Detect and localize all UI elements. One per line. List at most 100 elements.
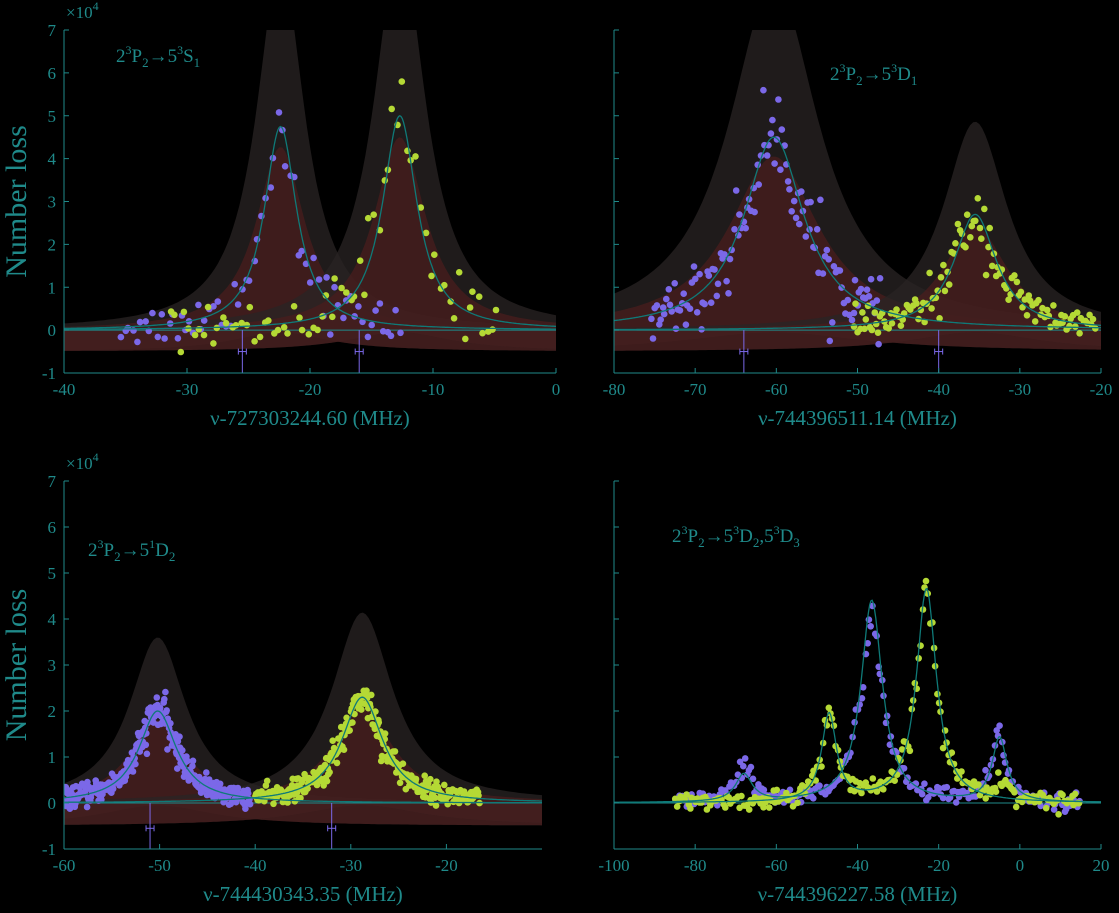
- data-point: [326, 768, 333, 776]
- data-point: [668, 308, 675, 315]
- data-point: [329, 737, 337, 744]
- data-point: [798, 188, 805, 195]
- data-point: [216, 780, 224, 788]
- x-tick-label: 20: [1093, 856, 1110, 875]
- title-part: →: [121, 540, 140, 561]
- data-point: [364, 214, 372, 222]
- data-point: [242, 805, 249, 812]
- data-point: [745, 806, 753, 813]
- x-tick-label: -40: [927, 380, 950, 399]
- data-point: [267, 184, 275, 191]
- data-point: [885, 325, 892, 332]
- data-point: [760, 86, 767, 94]
- data-point: [769, 116, 776, 124]
- plot-area: [64, 30, 556, 373]
- data-point: [742, 224, 749, 232]
- title-part: 2: [856, 73, 863, 88]
- data-point: [343, 714, 350, 722]
- data-point: [396, 779, 404, 787]
- data-point: [200, 331, 208, 339]
- data-point: [381, 730, 389, 737]
- data-point: [687, 805, 694, 812]
- data-point: [836, 267, 844, 274]
- data-point: [222, 319, 230, 327]
- data-point: [825, 704, 833, 712]
- data-point: [936, 315, 943, 322]
- data-point: [1050, 806, 1058, 813]
- data-point: [1019, 304, 1026, 311]
- data-point: [671, 280, 678, 287]
- data-point: [788, 208, 795, 215]
- data-point: [298, 247, 306, 255]
- data-point: [789, 803, 797, 810]
- title-part: 2: [169, 549, 176, 564]
- data-point: [817, 196, 824, 204]
- title-part: 3: [793, 535, 800, 550]
- title-part: 3: [98, 537, 104, 551]
- data-point: [143, 750, 151, 758]
- data-point: [1035, 296, 1042, 304]
- data-point: [349, 719, 356, 726]
- series-2: [167, 78, 500, 356]
- x-tick-label: -80: [684, 856, 707, 875]
- data-point: [986, 224, 993, 232]
- data-point: [363, 687, 370, 694]
- data-point: [304, 785, 311, 792]
- data-point: [967, 234, 974, 241]
- y-tick-label: 3: [48, 193, 57, 212]
- data-point: [859, 684, 867, 691]
- data-point: [880, 786, 887, 793]
- title-part: 2: [88, 540, 98, 561]
- data-point: [873, 788, 881, 795]
- data-point: [340, 746, 348, 753]
- data-point: [807, 198, 814, 206]
- data-point: [1076, 330, 1083, 337]
- data-point: [397, 329, 404, 337]
- data-point: [142, 741, 150, 749]
- data-point: [246, 800, 254, 808]
- title-part: D: [739, 526, 753, 547]
- data-point: [323, 777, 331, 785]
- data-point: [721, 251, 728, 258]
- title-part: 3: [891, 61, 897, 75]
- data-point: [455, 269, 463, 276]
- data-point: [1023, 312, 1031, 319]
- y-tick-label: -1: [42, 840, 56, 859]
- data-point: [310, 254, 317, 262]
- data-point: [665, 286, 673, 293]
- data-point: [210, 303, 217, 310]
- data-point: [1066, 322, 1073, 330]
- data-point: [372, 708, 379, 715]
- data-point: [331, 283, 338, 291]
- data-point: [921, 780, 928, 787]
- y-multiplier: ×104: [66, 0, 99, 22]
- data-point: [1073, 309, 1081, 316]
- data-point: [174, 765, 181, 772]
- x-tick-label: -60: [765, 856, 788, 875]
- data-point: [963, 211, 971, 218]
- data-point: [210, 340, 217, 347]
- x-tick-label: -20: [1090, 380, 1113, 399]
- data-point: [203, 769, 210, 776]
- data-point: [1005, 296, 1012, 304]
- data-point: [705, 272, 713, 280]
- data-point: [972, 217, 979, 225]
- data-point: [851, 719, 858, 726]
- data-point: [431, 251, 438, 258]
- data-point: [653, 302, 661, 309]
- data-point: [189, 762, 196, 770]
- data-point: [751, 208, 758, 216]
- data-point: [179, 747, 186, 754]
- plot-area: [614, 30, 1101, 373]
- fit-curve-2: [64, 696, 542, 803]
- data-point: [450, 315, 458, 322]
- data-point: [747, 763, 755, 771]
- y-tick-label: 2: [48, 235, 57, 254]
- data-point: [214, 298, 222, 305]
- data-point: [1021, 296, 1029, 303]
- data-point: [722, 804, 729, 811]
- data-point: [740, 762, 747, 770]
- data-point: [790, 197, 798, 205]
- data-point: [830, 263, 838, 270]
- data-point: [915, 655, 922, 662]
